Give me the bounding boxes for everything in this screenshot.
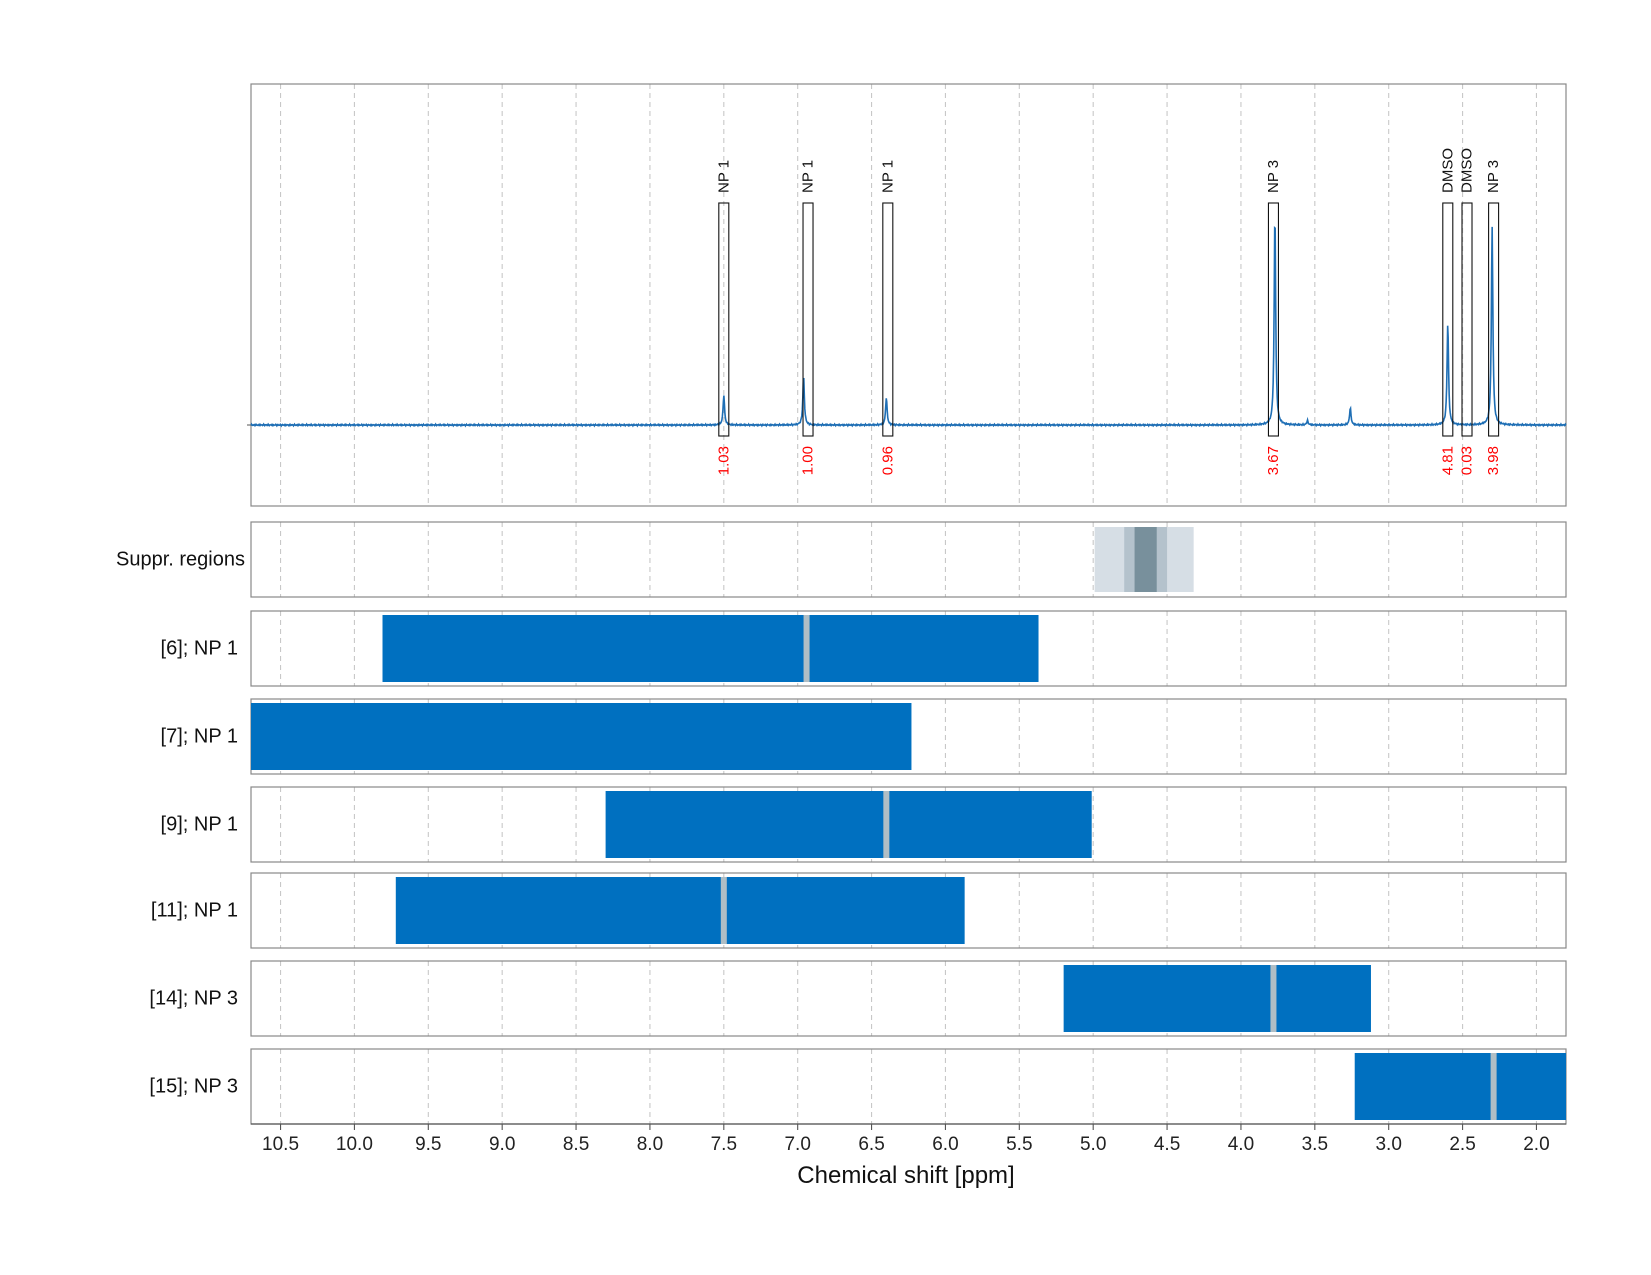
row-label: [11]; NP 1 [151, 900, 238, 922]
peak-region-box [1461, 202, 1473, 437]
row-peak-marker [883, 791, 890, 858]
peak-assignment-label: NP 3 [1485, 160, 1502, 193]
x-tick-label: 9.5 [415, 1134, 441, 1155]
row-label: [14]; NP 3 [149, 988, 238, 1010]
row-peak-marker [1270, 965, 1277, 1032]
row-frame [250, 610, 1567, 687]
row-frame [250, 872, 1567, 949]
x-tick-label: 9.0 [489, 1134, 515, 1155]
row-range-bar [605, 791, 1092, 858]
peak-assignment-label: NP 1 [800, 160, 817, 193]
x-tick-label: 4.5 [1154, 1134, 1180, 1155]
peak-integral-label: 1.03 [715, 446, 732, 475]
peak-integral-label: 3.98 [1485, 446, 1502, 475]
row-frame [250, 786, 1567, 863]
peak-region-box [802, 202, 814, 437]
x-tick-label: 10.5 [262, 1134, 299, 1155]
peak-region-box [1442, 202, 1454, 437]
suppression-panel: Suppr. regions [116, 521, 1567, 598]
row-range-bar [1063, 965, 1371, 1032]
x-tick-label: 7.0 [784, 1134, 810, 1155]
peak-integral-label: 0.03 [1459, 446, 1476, 475]
row-peak-marker [1490, 1053, 1497, 1120]
peak-integral-label: 1.00 [800, 446, 817, 475]
row-frame [250, 960, 1567, 1037]
row-label: [7]; NP 1 [161, 726, 238, 748]
x-tick-label: 5.5 [1006, 1134, 1032, 1155]
row-range-bar [395, 877, 965, 944]
peak-region-box [1267, 202, 1279, 437]
x-tick-label: 8.0 [637, 1134, 663, 1155]
peak-assignment-label: NP 1 [715, 160, 732, 193]
row-range-bar [1354, 1053, 1566, 1120]
suppression-band [1134, 527, 1157, 592]
peak-assignment-label: DMSO [1439, 148, 1456, 193]
spectrum-line [250, 226, 1567, 428]
x-tick-label: 3.0 [1375, 1134, 1401, 1155]
row-range-bar [251, 703, 912, 770]
peak-region-box [882, 202, 894, 437]
multiplet-rows: [6]; NP 1 [7]; NP 1 [9]; NP 1 [11]; NP 1 [14… [149, 610, 1567, 1125]
peak-integral-label: 0.96 [879, 446, 896, 475]
suppression-frame [250, 521, 1567, 598]
x-tick-label: 6.0 [932, 1134, 958, 1155]
x-tick-label: 5.0 [1080, 1134, 1106, 1155]
x-tick-label: 4.0 [1228, 1134, 1254, 1155]
peak-region-box [1488, 202, 1500, 437]
peak-integral-label: 4.81 [1439, 446, 1456, 475]
row-label: [6]; NP 1 [161, 638, 238, 660]
x-axis: 10.5 10.0 9.5 9.0 8.5 8.0 7.5 7.0 6.5 6.0 5.5 5.0 4.… [251, 1123, 1566, 1155]
row-label: [15]; NP 3 [149, 1076, 238, 1098]
x-axis-title: Chemical shift [ppm] [797, 1162, 1014, 1189]
x-tick-label: 2.0 [1523, 1134, 1549, 1155]
x-tick-label: 3.5 [1302, 1134, 1328, 1155]
row-peak-marker [803, 615, 810, 682]
peak-assignment-label: NP 1 [879, 160, 896, 193]
spectrum-panel: NP 1 1.03 NP 1 1.00 NP 1 0.96 NP 3 3.67 DMSO 4.81… [247, 83, 1567, 507]
x-tick-label: 2.5 [1449, 1134, 1475, 1155]
peak-integral-label: 3.67 [1265, 446, 1282, 475]
x-tick-label: 8.5 [563, 1134, 589, 1155]
spectrum-frame [250, 83, 1567, 507]
peak-assignment-label: NP 3 [1265, 160, 1282, 193]
row-label: [9]; NP 1 [161, 814, 238, 836]
peak-region-box [718, 202, 730, 437]
x-tick-label: 6.5 [858, 1134, 884, 1155]
x-tick-label: 10.0 [336, 1134, 373, 1155]
row-peak-marker [720, 877, 727, 944]
x-tick-label: 7.5 [711, 1134, 737, 1155]
row-range-bar [382, 615, 1039, 682]
peak-assignment-label: DMSO [1459, 148, 1476, 193]
suppression-label: Suppr. regions [116, 549, 245, 571]
